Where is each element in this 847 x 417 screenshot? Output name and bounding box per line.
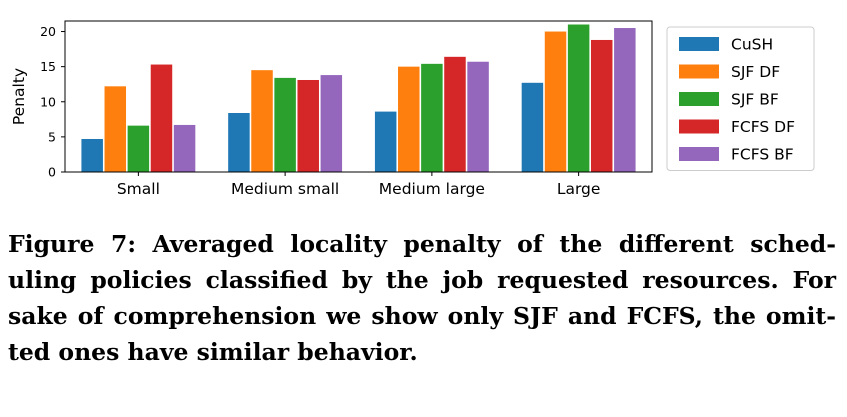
- legend-label-cush: CuSH: [731, 36, 773, 54]
- y-tick-label-10: 10: [40, 94, 56, 109]
- bar-fcfs-bf-medium-small: [320, 75, 343, 172]
- y-axis-label: Penalty: [10, 68, 28, 125]
- x-tick-label-large: Large: [557, 180, 601, 198]
- x-tick-label-small: Small: [117, 180, 160, 198]
- legend-label-fcfs-df: FCFS DF: [731, 118, 795, 136]
- bar-chart: Small Medium small Medium large Large 0 5 10 15…: [0, 0, 847, 205]
- caption-line-1: Figure 7: Averaged locality penalty of t…: [8, 230, 836, 258]
- legend-swatch-fcfs-df: [679, 119, 719, 134]
- legend-swatch-cush: [679, 37, 719, 51]
- bar-sjf-df-medium-small: [251, 70, 273, 172]
- bar-cush-small: [81, 138, 103, 172]
- bar-sjf-df-small: [104, 86, 127, 172]
- bar-cush-large: [521, 82, 544, 172]
- legend-box: [666, 26, 815, 171]
- bar-sjf-bf-large: [567, 24, 590, 172]
- x-tick-label-medium-small: Medium small: [231, 180, 339, 198]
- bar-fcfs-df-medium-large: [444, 56, 466, 172]
- y-tick-label-15: 15: [40, 59, 56, 74]
- bar-fcfs-bf-large: [614, 28, 636, 173]
- y-tick-label-0: 0: [48, 165, 56, 180]
- legend-label-sjf-bf: SJF BF: [731, 91, 779, 109]
- bar-sjf-bf-medium-small: [274, 77, 296, 172]
- bar-fcfs-bf-small: [173, 124, 196, 172]
- legend-label-fcfs-bf: FCFS BF: [731, 146, 794, 164]
- bar-fcfs-df-large: [590, 39, 613, 172]
- bar-fcfs-df-medium-small: [297, 79, 319, 172]
- bar-sjf-df-medium-large: [398, 66, 420, 172]
- bar-sjf-bf-small: [127, 125, 150, 172]
- y-tick-label-5: 5: [48, 129, 56, 144]
- caption-line-2: uling policies classified by the job req…: [8, 266, 836, 294]
- caption-line-4: ted ones have similar behavior.: [8, 338, 418, 366]
- bar-fcfs-bf-medium-large: [467, 61, 489, 173]
- figure-caption: Figure 7: Averaged locality penalty of t…: [8, 226, 836, 370]
- bar-fcfs-df-small: [150, 64, 173, 172]
- bar-cush-medium-large: [374, 111, 397, 172]
- bars-group: [81, 24, 636, 173]
- y-tick-label-20: 20: [40, 24, 56, 39]
- legend: CuSH SJF DF SJF BF FCFS DF FCFS BF: [666, 26, 815, 171]
- axes-group: Small Medium small Medium large Large 0 5 10 15…: [10, 20, 653, 198]
- plot-frame: [64, 20, 653, 173]
- bar-cush-medium-small: [228, 113, 250, 172]
- legend-label-sjf-df: SJF DF: [731, 63, 780, 81]
- chart-svg: Small Medium small Medium large Large 0 5 10 15…: [10, 20, 815, 198]
- caption-line-3: sake of comprehension we show only SJF a…: [8, 302, 836, 330]
- bar-sjf-df-large: [544, 31, 567, 173]
- x-tick-label-medium-large: Medium large: [379, 180, 485, 198]
- legend-swatch-fcfs-bf: [679, 147, 719, 161]
- legend-swatch-sjf-df: [679, 64, 719, 79]
- bar-sjf-bf-medium-large: [421, 63, 443, 173]
- legend-swatch-sjf-bf: [679, 92, 719, 106]
